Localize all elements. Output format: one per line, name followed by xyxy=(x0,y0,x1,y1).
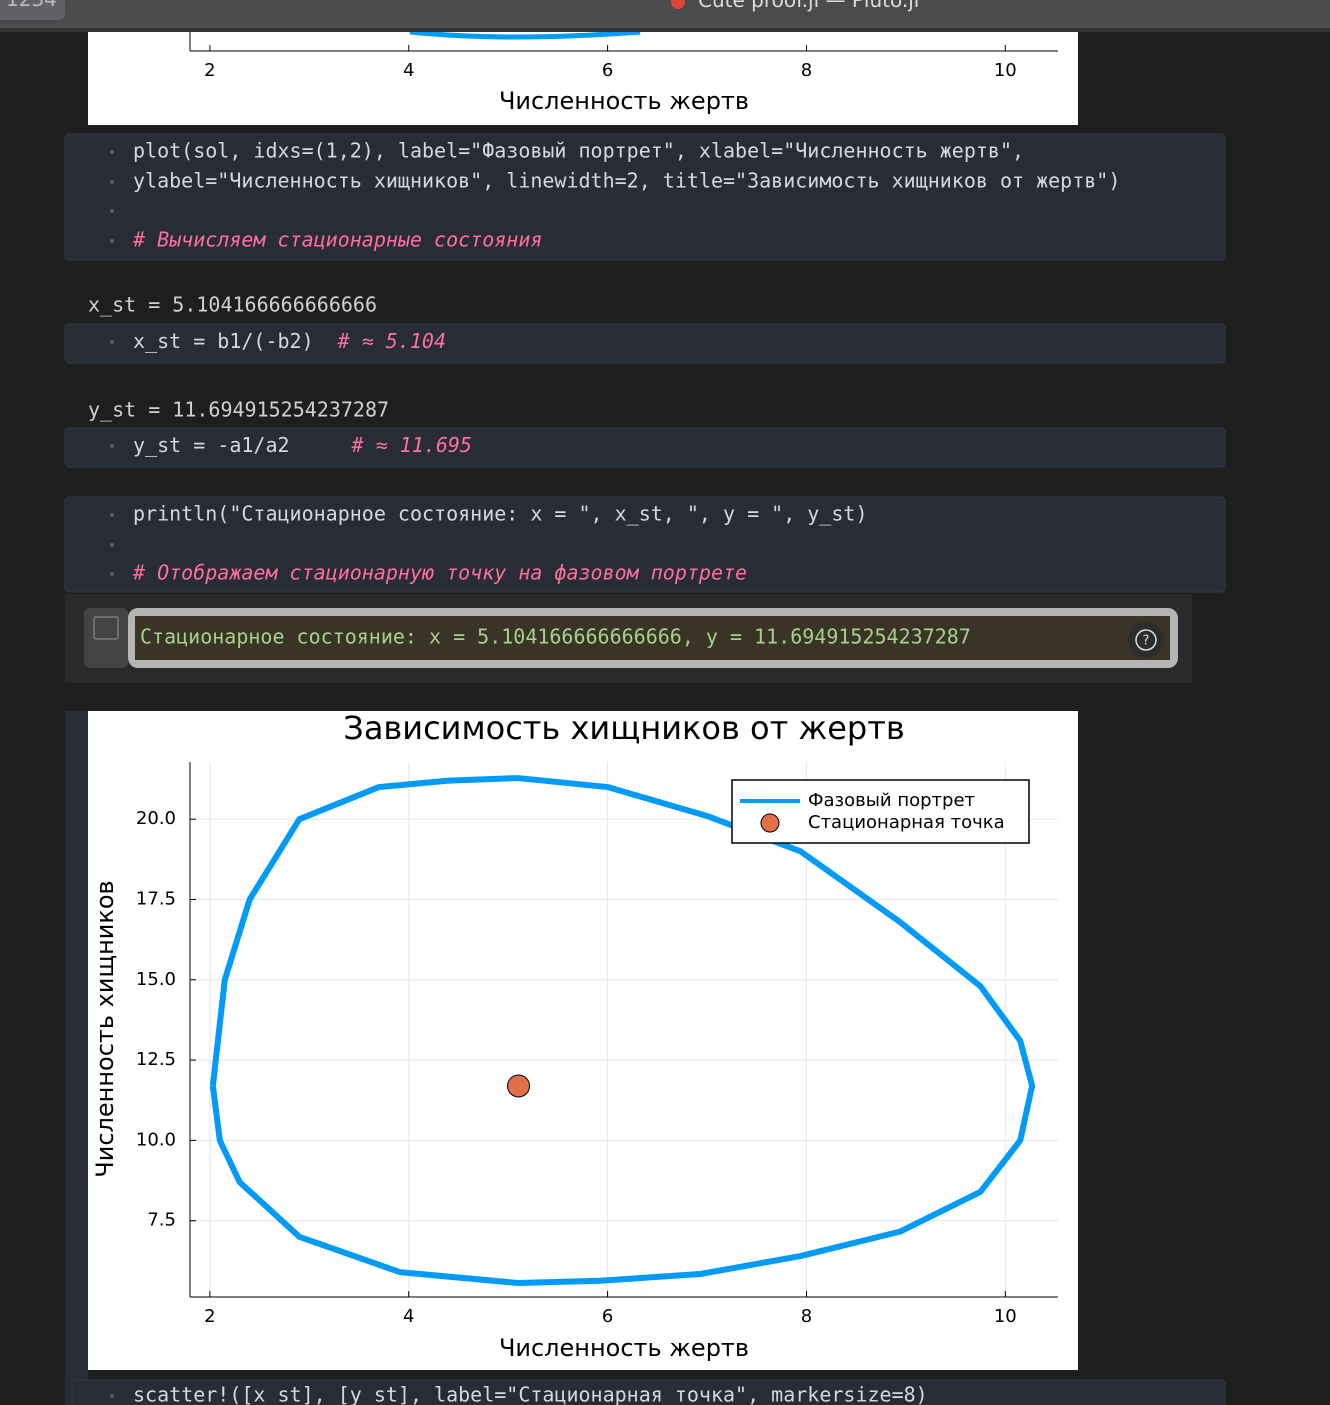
help-button[interactable] xyxy=(1128,622,1164,658)
code-comment: # Отображаем стационарную точку на фазов… xyxy=(132,561,747,585)
curve-fragment xyxy=(409,29,641,40)
code-cell[interactable] xyxy=(64,496,1226,593)
x-tick-label: 4 xyxy=(403,1306,414,1327)
legend-swatch xyxy=(760,813,780,833)
y-tick-label: 17.5 xyxy=(136,888,176,909)
x-tick-label: 4 xyxy=(403,60,414,81)
y-tick-label: 20.0 xyxy=(136,808,176,829)
code-line: println("Стационарное состояние: x = ", … xyxy=(133,502,868,526)
code: y_st = -a1/a2 xyxy=(133,433,290,457)
x-tick-label: 10 xyxy=(994,1306,1017,1327)
y-tick-label: 12.5 xyxy=(136,1049,176,1070)
code-cell[interactable] xyxy=(71,1379,1226,1405)
x-tick-label: 8 xyxy=(801,60,812,81)
plot-fragment xyxy=(88,30,1078,125)
stdout-box xyxy=(135,616,1170,660)
chart-title: Зависимость хищников от жертв xyxy=(343,709,904,747)
code-comment: # Вычисляем стационарные состояния xyxy=(132,228,542,252)
code-line: y_st = -a1/a2 # ≈ 11.695 xyxy=(133,433,472,457)
code-cell[interactable] xyxy=(64,133,1226,261)
code-line: x_st = b1/(-b2) # ≈ 5.104 xyxy=(133,329,446,353)
code: x_st = b1/(-b2) xyxy=(133,329,314,353)
series-line xyxy=(209,775,1036,1287)
scatter-point xyxy=(507,1074,531,1098)
terminal-icon xyxy=(93,616,119,640)
code-line: plot(sol, idxs=(1,2), label="Фазовый пор… xyxy=(133,139,1024,163)
x-tick-label: 6 xyxy=(602,1306,613,1327)
y-axis-label: Численность хищников xyxy=(91,880,119,1177)
tab-label: 1234 xyxy=(6,0,57,11)
y-tick-label: 10.0 xyxy=(136,1129,176,1150)
x-tick-label: 6 xyxy=(602,60,613,81)
legend-label: Стационарная точка xyxy=(808,812,1005,833)
stdout-text: Стационарное состояние: x = 5.1041666666… xyxy=(140,625,971,649)
code-cell[interactable] xyxy=(64,323,1226,364)
terminal-tab xyxy=(84,608,128,668)
x-tick-label: 8 xyxy=(801,1306,812,1327)
title-bar xyxy=(0,0,1330,28)
cell-edge xyxy=(65,711,88,1405)
x-axis-label: Численность жертв xyxy=(499,1334,749,1362)
x-tick-label: 10 xyxy=(994,60,1017,81)
code-line: scatter!([x_st], [y_st], label="Стациона… xyxy=(133,1383,928,1405)
y-tick-label: 15.0 xyxy=(136,969,176,990)
x-tick-label: 2 xyxy=(204,60,215,81)
legend-label: Фазовый портрет xyxy=(808,790,975,811)
pin-icon xyxy=(671,0,685,9)
y-tick-label: 7.5 xyxy=(147,1210,176,1231)
tab[interactable] xyxy=(0,0,65,20)
cell-output: y_st = 11.694915254237287 xyxy=(88,398,389,422)
help-icon xyxy=(1135,629,1157,651)
code-comment: # ≈ 5.104 xyxy=(337,329,446,353)
help-icon-glyph: ? xyxy=(1143,634,1150,649)
window-title: Cute proof.jl — Pluto.jl xyxy=(698,0,919,12)
code-line: ylabel="Численность хищников", linewidth… xyxy=(133,169,1120,193)
x-axis-label: Численность жертв xyxy=(499,87,749,115)
x-tick-label: 2 xyxy=(204,1306,215,1327)
cell-output: x_st = 5.104166666666666 xyxy=(88,293,377,317)
code-cell[interactable] xyxy=(64,427,1226,468)
bar-shadow xyxy=(0,28,1330,32)
legend-box xyxy=(731,779,1030,844)
code-comment: # ≈ 11.695 xyxy=(351,433,472,457)
